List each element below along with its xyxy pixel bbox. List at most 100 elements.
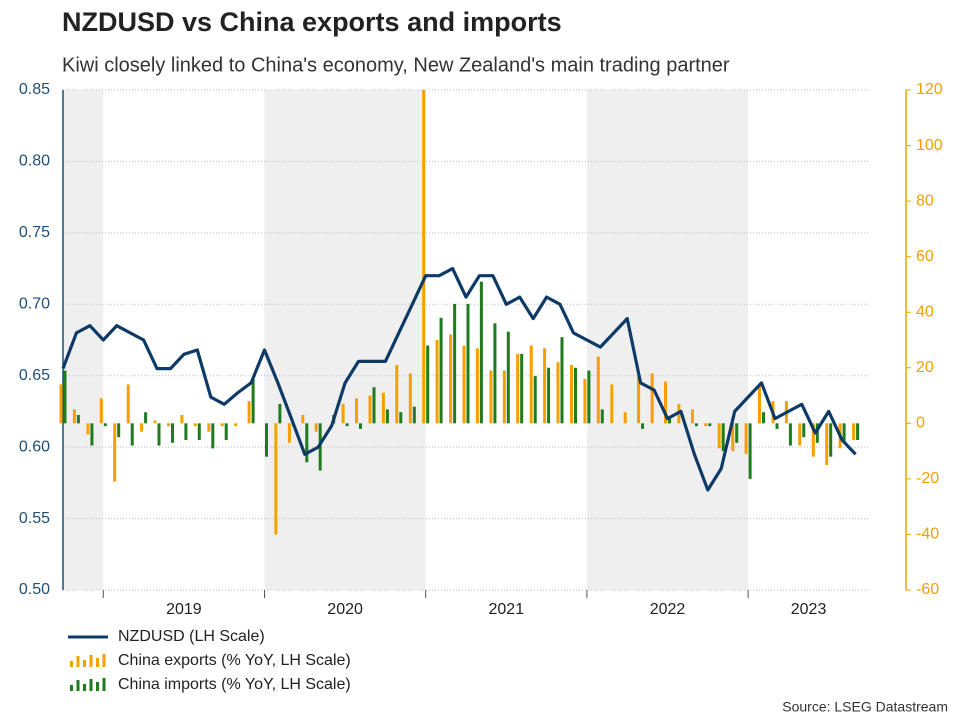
y-tick-label: 0.85 — [19, 81, 50, 98]
bar — [354, 398, 358, 424]
bar — [126, 384, 130, 424]
bar — [72, 409, 76, 424]
bar — [623, 412, 627, 424]
bar — [852, 423, 856, 440]
bar — [167, 423, 171, 427]
bar — [610, 384, 614, 424]
bar — [381, 392, 385, 424]
bar — [664, 381, 667, 424]
bar — [153, 420, 157, 424]
bar — [368, 395, 372, 424]
legend-swatch — [96, 658, 99, 667]
year-band — [586, 90, 749, 590]
bar — [184, 423, 188, 440]
bar — [533, 376, 537, 424]
x-tick-label: 2020 — [327, 601, 363, 618]
bar — [251, 378, 255, 424]
y2-tick-label: -60 — [916, 581, 939, 598]
bar — [144, 412, 148, 424]
legend-swatch — [70, 661, 73, 667]
bar — [721, 423, 725, 452]
bar — [224, 423, 228, 440]
legend-swatch — [89, 655, 93, 667]
bar — [426, 345, 430, 424]
source: Source: LSEG Datastream — [782, 699, 948, 715]
bar — [587, 370, 591, 424]
y-tick-label: 0.70 — [19, 296, 50, 313]
bar — [197, 423, 201, 440]
y2-tick-label: 120 — [916, 81, 943, 98]
legend-label: China exports (% YoY, LH Scale) — [118, 652, 351, 669]
bar — [358, 423, 362, 429]
y2-tick-label: 100 — [916, 137, 943, 154]
bar — [570, 365, 574, 424]
bar — [811, 423, 815, 457]
bar — [278, 403, 282, 424]
y-tick-label: 0.55 — [19, 510, 50, 527]
bar — [265, 423, 268, 457]
x-tick-label: 2022 — [650, 601, 686, 618]
line — [61, 267, 857, 492]
bar — [395, 365, 399, 424]
legend-label: China imports (% YoY, LH Scale) — [118, 676, 351, 693]
bar — [408, 373, 412, 424]
bar — [466, 303, 470, 424]
legend-swatch — [76, 656, 80, 667]
legend-swatch — [83, 684, 86, 691]
y2-tick-label: -40 — [916, 526, 939, 543]
bar — [825, 423, 829, 465]
bar — [744, 423, 748, 454]
bar — [63, 370, 67, 424]
bar — [59, 384, 63, 424]
bar — [748, 423, 752, 479]
bar — [157, 423, 161, 446]
bar — [462, 345, 466, 424]
y2-tick-label: 60 — [916, 248, 934, 265]
bar — [341, 403, 345, 424]
bar — [180, 415, 184, 424]
legend-swatch — [70, 685, 73, 691]
bar — [668, 417, 671, 424]
bar — [641, 423, 645, 429]
bar — [130, 423, 134, 446]
bar — [704, 423, 708, 427]
bar — [439, 317, 443, 424]
y2-tick-label: 20 — [916, 359, 934, 376]
bar — [86, 423, 90, 435]
bar — [735, 423, 739, 443]
bar — [516, 353, 520, 424]
bar — [650, 373, 654, 424]
legend-label: NZDUSD (LH Scale) — [118, 628, 265, 645]
bar — [761, 412, 765, 424]
y-tick-label: 0.60 — [19, 438, 50, 455]
legend-swatch — [102, 678, 106, 691]
bar — [193, 423, 197, 427]
chart-subtitle: Kiwi closely linked to China's economy, … — [62, 54, 730, 76]
bar — [543, 348, 547, 424]
bar — [596, 356, 600, 424]
bar — [211, 423, 215, 449]
bar — [583, 378, 587, 424]
x-tick-label: 2023 — [791, 601, 827, 618]
x-tick-label: 2019 — [166, 601, 202, 618]
bar — [475, 348, 479, 424]
bar — [775, 423, 779, 429]
bar — [103, 423, 107, 427]
y2-tick-label: -20 — [916, 470, 939, 487]
chart-title: NZDUSD vs China exports and imports — [62, 7, 562, 37]
bar — [574, 367, 578, 424]
bar — [140, 423, 144, 432]
bar — [506, 331, 510, 424]
bar — [560, 337, 564, 424]
bar — [802, 423, 806, 438]
bar — [76, 415, 80, 424]
bar — [842, 423, 846, 443]
year-band — [264, 90, 426, 590]
y2-tick-label: 80 — [916, 192, 934, 209]
bar — [757, 384, 761, 424]
bar — [493, 323, 497, 424]
legend-swatch — [76, 680, 80, 691]
bar — [449, 334, 453, 424]
bar — [829, 423, 833, 457]
